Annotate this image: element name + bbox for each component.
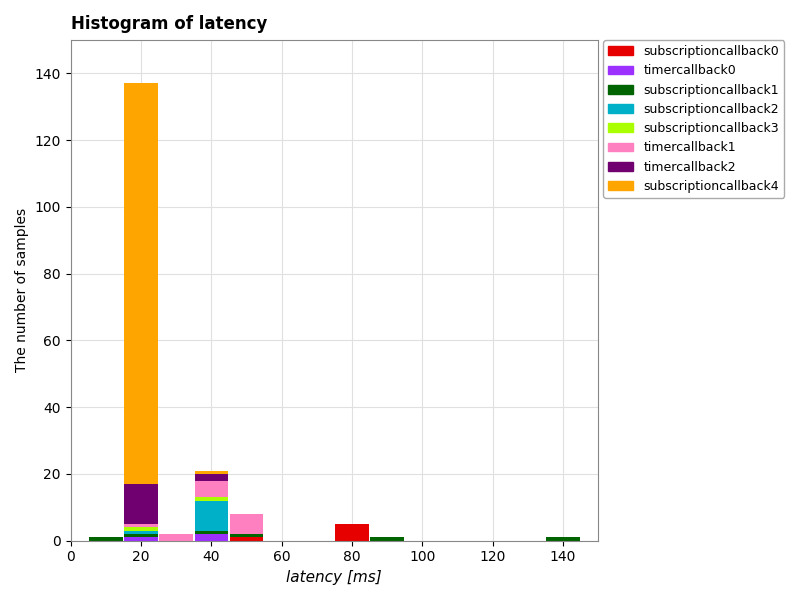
Bar	[124, 538, 158, 541]
Y-axis label: The number of samples: The number of samples	[15, 208, 29, 373]
Bar	[124, 484, 158, 524]
Bar	[159, 534, 193, 541]
Bar	[194, 481, 228, 497]
Bar	[124, 524, 158, 527]
Bar	[194, 470, 228, 474]
Bar	[370, 538, 404, 541]
Bar	[230, 538, 263, 541]
Bar	[194, 474, 228, 481]
Bar	[230, 514, 263, 534]
X-axis label: latency [ms]: latency [ms]	[286, 570, 382, 585]
Bar	[194, 531, 228, 534]
Bar	[194, 497, 228, 500]
Legend: subscriptioncallback0, timercallback0, subscriptioncallback1, subscriptioncallba: subscriptioncallback0, timercallback0, s…	[603, 40, 784, 198]
Bar	[230, 534, 263, 538]
Bar	[124, 531, 158, 534]
Text: Histogram of latency: Histogram of latency	[70, 15, 267, 33]
Bar	[335, 524, 369, 541]
Bar	[89, 538, 122, 541]
Bar	[546, 538, 579, 541]
Bar	[194, 534, 228, 541]
Bar	[194, 500, 228, 531]
Bar	[124, 527, 158, 531]
Bar	[124, 83, 158, 484]
Bar	[124, 534, 158, 538]
